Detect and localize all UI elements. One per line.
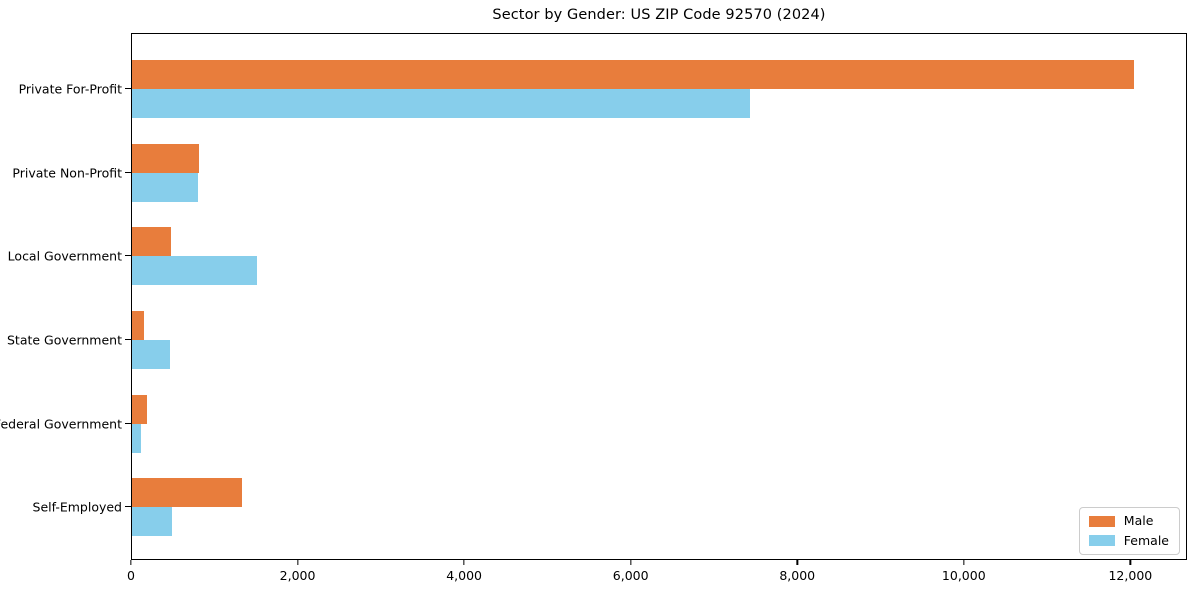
legend-label: Female xyxy=(1123,532,1169,548)
y-tick-mark xyxy=(125,338,131,341)
y-axis-label: Private Non-Profit xyxy=(12,165,122,180)
legend-swatch xyxy=(1088,515,1115,527)
category-row: State Government xyxy=(7,298,1186,382)
bar-group xyxy=(132,143,1186,202)
y-axis-label: Self-Employed xyxy=(32,499,122,515)
bar-rows: Private For-Profit Private Non-Profit Loca… xyxy=(0,34,1186,559)
x-tick-mark xyxy=(463,560,465,565)
legend-entry-male: Male xyxy=(1088,513,1169,528)
y-tick-mark xyxy=(125,87,131,90)
y-axis-label: Federal Government xyxy=(0,416,122,432)
bar-female-6 xyxy=(132,507,173,537)
y-axis-label: Local Government xyxy=(7,248,122,264)
bar-male-1 xyxy=(132,59,1135,89)
y-tick-mark xyxy=(125,171,131,173)
category-row: Self-Employed xyxy=(33,465,1186,549)
legend: Male Female xyxy=(1078,507,1180,555)
legend-swatch xyxy=(1088,535,1115,547)
y-tick-mark xyxy=(125,422,131,424)
bar-group xyxy=(132,478,1186,537)
bar-female-1 xyxy=(132,88,751,118)
y-tick-mark xyxy=(125,506,131,508)
x-tick-label: 10,000 xyxy=(941,568,986,583)
category-row: Private Non-Profit xyxy=(12,131,1186,215)
x-tick-mark xyxy=(296,560,299,565)
x-tick-label: 6,000 xyxy=(612,568,649,583)
bar-female-2 xyxy=(132,172,199,202)
x-tick-label: 2,000 xyxy=(279,568,316,583)
x-tick-mark xyxy=(130,560,132,565)
plot-area: Private For-Profit Private Non-Profit Loca… xyxy=(0,33,1187,560)
x-tick-mark xyxy=(963,560,965,565)
category-row: Federal Government xyxy=(0,382,1186,466)
legend-entry-female: Female xyxy=(1088,532,1169,548)
chart-title: Sector by Gender: US ZIP Code 92570 (202… xyxy=(492,7,826,23)
x-tick-label: 0 xyxy=(127,568,135,583)
x-tick-mark xyxy=(630,560,632,565)
bar-group xyxy=(132,394,1186,453)
y-axis-label: Private For-Profit xyxy=(18,81,122,97)
category-row: Local Government xyxy=(8,214,1186,298)
bar-male-6 xyxy=(132,478,242,508)
bar-female-5 xyxy=(132,423,142,453)
y-axis-label: State Government xyxy=(6,332,122,348)
bar-male-2 xyxy=(132,143,200,173)
x-tick-mark xyxy=(796,560,798,565)
y-tick-mark xyxy=(125,255,131,257)
x-tick-label: 4,000 xyxy=(446,568,483,583)
bar-male-4 xyxy=(132,310,145,340)
bar-group xyxy=(132,227,1186,286)
x-tick-mark xyxy=(1129,560,1132,565)
category-row: Private For-Profit xyxy=(19,47,1186,131)
x-tick-label: 8,000 xyxy=(779,568,816,583)
x-axis: 0 2,000 4,000 6,000 8,000 10,000 12,000 xyxy=(127,559,1187,591)
bar-group xyxy=(132,59,1186,118)
bar-male-5 xyxy=(132,394,147,424)
legend-label: Male xyxy=(1123,513,1154,528)
x-tick-label: 12,000 xyxy=(1108,568,1153,583)
bar-male-3 xyxy=(132,227,172,257)
bar-female-4 xyxy=(132,339,170,369)
bar-group xyxy=(132,310,1186,369)
bar-female-3 xyxy=(132,256,257,286)
